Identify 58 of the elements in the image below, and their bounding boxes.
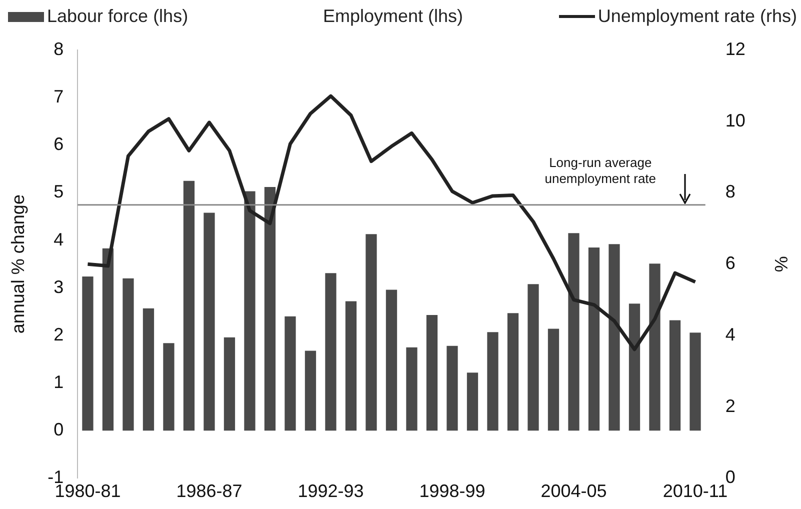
bar — [284, 316, 296, 431]
bar — [426, 315, 438, 431]
y2-tick-label: 8 — [725, 182, 736, 202]
bar — [690, 332, 701, 431]
y2-tick-label: 2 — [725, 396, 736, 416]
bar — [446, 346, 458, 431]
bar — [244, 191, 256, 431]
bar — [528, 284, 539, 431]
legend-label: Unemployment rate (rhs) — [598, 6, 797, 27]
y-tick-label: 2 — [54, 324, 64, 344]
x-tick-label: 1986-87 — [176, 480, 242, 501]
bar — [325, 273, 336, 431]
y-tick-label: 0 — [54, 420, 64, 440]
bar — [568, 233, 580, 431]
bar — [345, 301, 357, 431]
bar — [386, 290, 398, 431]
x-tick-label: 2004-05 — [540, 480, 607, 501]
bar — [649, 264, 660, 431]
x-tick-label: 1998-99 — [419, 480, 486, 501]
bar — [183, 180, 195, 431]
bar — [122, 278, 134, 431]
y2-tick-label: 0 — [725, 467, 736, 488]
legend-label: Labour force (lhs) — [47, 6, 188, 27]
y2-tick-label: 4 — [725, 324, 736, 344]
y2-tick-label: 12 — [725, 38, 746, 59]
text: Employment (lhs) — [322, 6, 464, 27]
bar — [102, 248, 114, 431]
bar — [608, 244, 620, 431]
bar — [304, 350, 316, 431]
x-tick-label: 2010-11 — [662, 480, 728, 501]
bar — [163, 343, 174, 431]
y-axis-title: annual % change — [8, 194, 28, 334]
bar — [142, 308, 154, 431]
y-tick-label: 7 — [54, 86, 64, 107]
y2-tick-label: 6 — [725, 253, 736, 274]
y-tick-label: 5 — [54, 182, 64, 202]
y-tick-label: 8 — [54, 38, 64, 59]
bar — [588, 247, 600, 431]
bar — [628, 304, 640, 431]
x-tick-label: 1992-93 — [298, 480, 364, 501]
y-tick-label: 1 — [54, 372, 64, 392]
ref-line-label: Long-run average unemployment rate — [544, 154, 656, 186]
bar — [548, 328, 560, 431]
bar — [507, 313, 519, 431]
y-tick-label: 4 — [54, 229, 64, 250]
bar — [487, 332, 498, 431]
y-tick-label: 6 — [54, 134, 64, 154]
bar — [466, 372, 478, 431]
bar — [406, 347, 418, 431]
y-tick-label: 3 — [54, 276, 64, 297]
bar — [669, 320, 681, 431]
bar — [82, 276, 94, 431]
bar — [224, 337, 236, 431]
bar — [204, 212, 215, 431]
y2-axis-title: % — [771, 256, 792, 272]
bar — [264, 187, 276, 431]
y2-tick-label: 10 — [725, 110, 746, 130]
bar — [366, 234, 377, 431]
